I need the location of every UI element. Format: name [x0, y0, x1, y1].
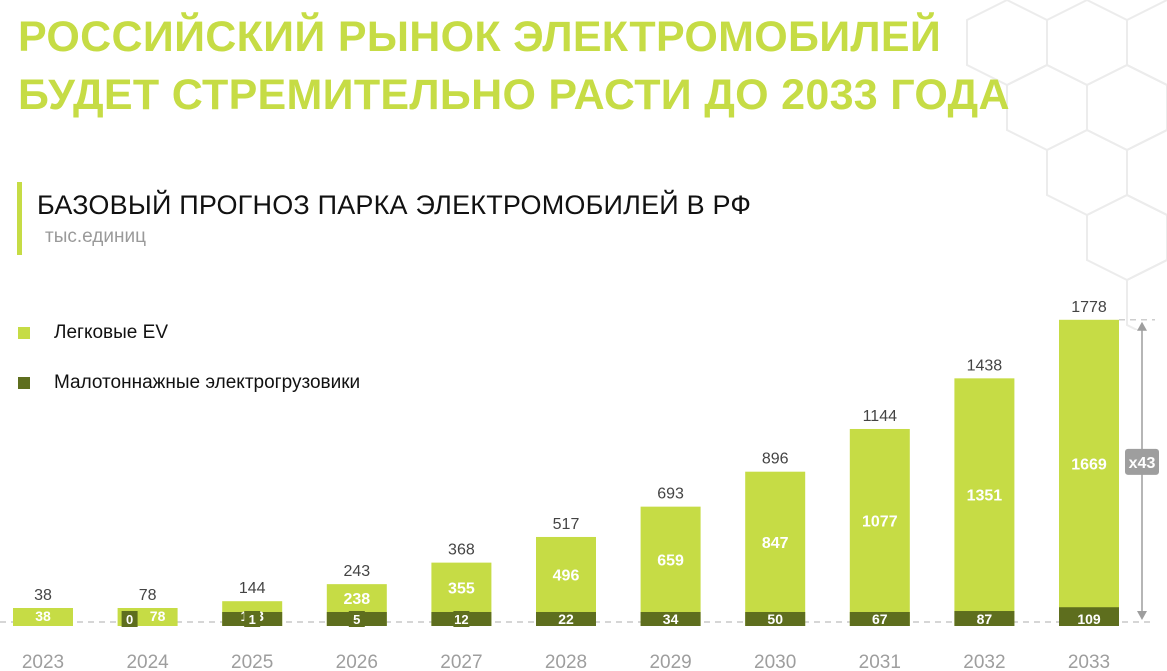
ev-data-label: 78 [150, 608, 166, 624]
total-label: 517 [553, 516, 580, 533]
total-label: 78 [139, 587, 157, 604]
total-label: 693 [657, 486, 684, 503]
bar-truck [640, 612, 701, 626]
truck-label-badge [453, 611, 470, 627]
bar-truck [849, 612, 910, 626]
x-tick-label: 2031 [859, 652, 901, 671]
truck-data-label: 50 [767, 611, 783, 627]
total-label: 368 [448, 542, 475, 559]
chart-title: БАЗОВЫЙ ПРОГНОЗ ПАРКА ЭЛЕКТРОМОБИЛЕЙ В Р… [37, 190, 752, 220]
truck-label-badge [244, 611, 261, 627]
bar-ev [13, 608, 73, 626]
chart-legend: Легковые EV Малотоннажные электрогрузови… [18, 308, 360, 408]
legend-swatch-ev [18, 327, 30, 339]
truck-data-label: 109 [1077, 611, 1101, 627]
x-tick-label: 2024 [126, 652, 169, 671]
x-tick-label: 2028 [545, 652, 587, 671]
bar-truck [1059, 607, 1119, 626]
truck-data-label: 87 [977, 611, 993, 627]
truck-data-label: 22 [558, 611, 574, 627]
truck-data-label: 1 [249, 612, 256, 627]
truck-label-badge [348, 611, 365, 627]
growth-badge-label: x43 [1129, 455, 1156, 472]
total-label: 1778 [1071, 299, 1107, 316]
x-tick-label: 2032 [963, 652, 1005, 671]
ev-data-label: 496 [553, 567, 580, 584]
growth-arrow-head-top [1137, 321, 1147, 331]
subtitle-accent-bar [17, 182, 22, 255]
headline-line-2: БУДЕТ СТРЕМИТЕЛЬНО РАСТИ ДО 2033 ГОДА [18, 71, 1010, 119]
x-tick-label: 2023 [22, 652, 64, 671]
bar-truck [745, 612, 806, 626]
x-tick-label: 2027 [440, 652, 482, 671]
page-headline: РОССИЙСКИЙ РЫНОК ЭЛЕКТРОМОБИЛЕЙ БУДЕТ СТ… [18, 8, 1158, 124]
ev-data-label: 847 [762, 535, 789, 552]
x-tick-label: 2026 [336, 652, 378, 671]
bar-ev [1059, 319, 1119, 626]
truck-label-badge [121, 611, 138, 627]
legend-item-truck: Малотоннажные электрогрузовики [18, 358, 360, 408]
legend-item-ev: Легковые EV [18, 308, 360, 358]
headline-line-1: РОССИЙСКИЙ РЫНОК ЭЛЕКТРОМОБИЛЕЙ [18, 13, 942, 61]
total-label: 1438 [967, 357, 1003, 374]
growth-arrow-head-bottom [1137, 611, 1147, 620]
bar-ev [745, 471, 806, 626]
total-label: 243 [343, 563, 370, 580]
total-label: 144 [239, 580, 266, 597]
total-label: 38 [34, 587, 52, 604]
bar-ev [849, 428, 910, 626]
bar-ev [536, 536, 596, 626]
ev-data-label: 1669 [1071, 457, 1107, 474]
bar-ev [954, 378, 1015, 626]
hexagon-pattern-decoration [966, 0, 1167, 330]
chart-units-label: тыс.единиц [45, 226, 146, 247]
ev-data-label: 1351 [967, 488, 1003, 505]
truck-data-label: 5 [353, 612, 360, 627]
growth-badge [1125, 448, 1159, 475]
ev-data-label: 659 [657, 552, 684, 569]
bar-truck [536, 612, 596, 626]
legend-swatch-truck [18, 377, 30, 389]
total-label: 1144 [863, 408, 898, 425]
legend-label-ev: Легковые EV [54, 322, 168, 343]
truck-data-label: 67 [872, 611, 888, 627]
truck-data-label: 12 [454, 612, 468, 627]
ev-data-label: 1077 [862, 513, 898, 530]
total-label: 896 [762, 451, 789, 468]
legend-label-truck: Малотоннажные электрогрузовики [54, 372, 361, 393]
truck-data-label: 0 [126, 612, 133, 627]
bar-truck [954, 611, 1015, 626]
ev-data-label: 355 [448, 580, 475, 597]
bar-ev [640, 506, 701, 626]
ev-data-label: 238 [343, 591, 370, 608]
truck-data-label: 34 [663, 611, 679, 627]
x-tick-label: 2033 [1068, 652, 1110, 671]
ev-data-label: 38 [35, 608, 51, 624]
x-tick-label: 2030 [754, 652, 796, 671]
x-tick-label: 2029 [649, 652, 691, 671]
x-tick-label: 2025 [231, 652, 273, 671]
